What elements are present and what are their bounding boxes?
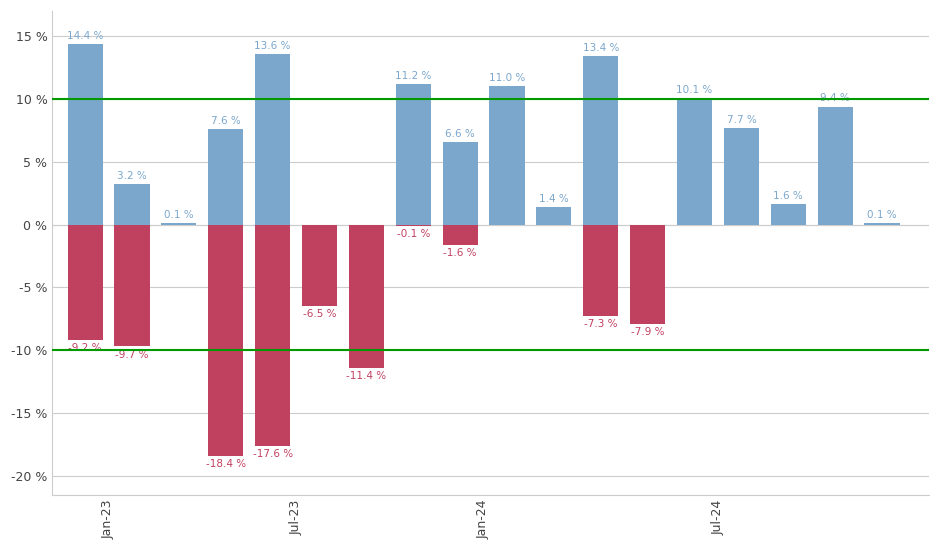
Bar bbox=[443, 224, 478, 245]
Text: -7.3 %: -7.3 % bbox=[584, 320, 618, 329]
Bar bbox=[677, 98, 713, 224]
Bar bbox=[115, 224, 149, 346]
Text: 7.6 %: 7.6 % bbox=[211, 116, 241, 126]
Bar bbox=[255, 224, 290, 446]
Bar bbox=[583, 224, 619, 316]
Text: 0.1 %: 0.1 % bbox=[164, 210, 194, 220]
Text: -18.4 %: -18.4 % bbox=[206, 459, 246, 469]
Text: 13.6 %: 13.6 % bbox=[255, 41, 290, 51]
Bar bbox=[349, 224, 384, 368]
Text: 7.7 %: 7.7 % bbox=[727, 115, 757, 125]
Text: 13.4 %: 13.4 % bbox=[583, 43, 619, 53]
Text: -17.6 %: -17.6 % bbox=[253, 449, 292, 459]
Text: -9.7 %: -9.7 % bbox=[116, 349, 149, 360]
Text: -6.5 %: -6.5 % bbox=[303, 309, 337, 320]
Text: 3.2 %: 3.2 % bbox=[118, 171, 147, 182]
Bar bbox=[771, 205, 806, 224]
Text: -11.4 %: -11.4 % bbox=[346, 371, 386, 381]
Text: 0.1 %: 0.1 % bbox=[868, 210, 897, 220]
Text: 11.2 %: 11.2 % bbox=[395, 71, 431, 81]
Text: 9.4 %: 9.4 % bbox=[821, 94, 850, 103]
Bar bbox=[255, 54, 290, 224]
Text: -1.6 %: -1.6 % bbox=[444, 248, 477, 258]
Bar bbox=[208, 224, 243, 455]
Text: -0.1 %: -0.1 % bbox=[397, 229, 430, 239]
Bar bbox=[818, 107, 853, 224]
Bar bbox=[162, 223, 196, 224]
Text: 6.6 %: 6.6 % bbox=[446, 129, 475, 139]
Bar bbox=[537, 207, 572, 224]
Bar bbox=[396, 84, 431, 224]
Bar bbox=[68, 44, 102, 224]
Text: 14.4 %: 14.4 % bbox=[67, 31, 103, 41]
Bar bbox=[583, 56, 619, 224]
Bar bbox=[490, 86, 525, 224]
Bar bbox=[396, 224, 431, 226]
Text: 1.4 %: 1.4 % bbox=[539, 194, 569, 204]
Bar bbox=[115, 184, 149, 224]
Bar bbox=[443, 142, 478, 224]
Bar bbox=[302, 224, 337, 306]
Bar bbox=[865, 223, 900, 224]
Text: 11.0 %: 11.0 % bbox=[489, 73, 525, 83]
Text: 1.6 %: 1.6 % bbox=[774, 191, 803, 201]
Bar bbox=[724, 128, 759, 224]
Text: 10.1 %: 10.1 % bbox=[677, 85, 713, 95]
Text: -9.2 %: -9.2 % bbox=[69, 343, 102, 353]
Bar bbox=[208, 129, 243, 224]
Bar bbox=[68, 224, 102, 340]
Text: -7.9 %: -7.9 % bbox=[631, 327, 665, 337]
Bar bbox=[630, 224, 666, 324]
